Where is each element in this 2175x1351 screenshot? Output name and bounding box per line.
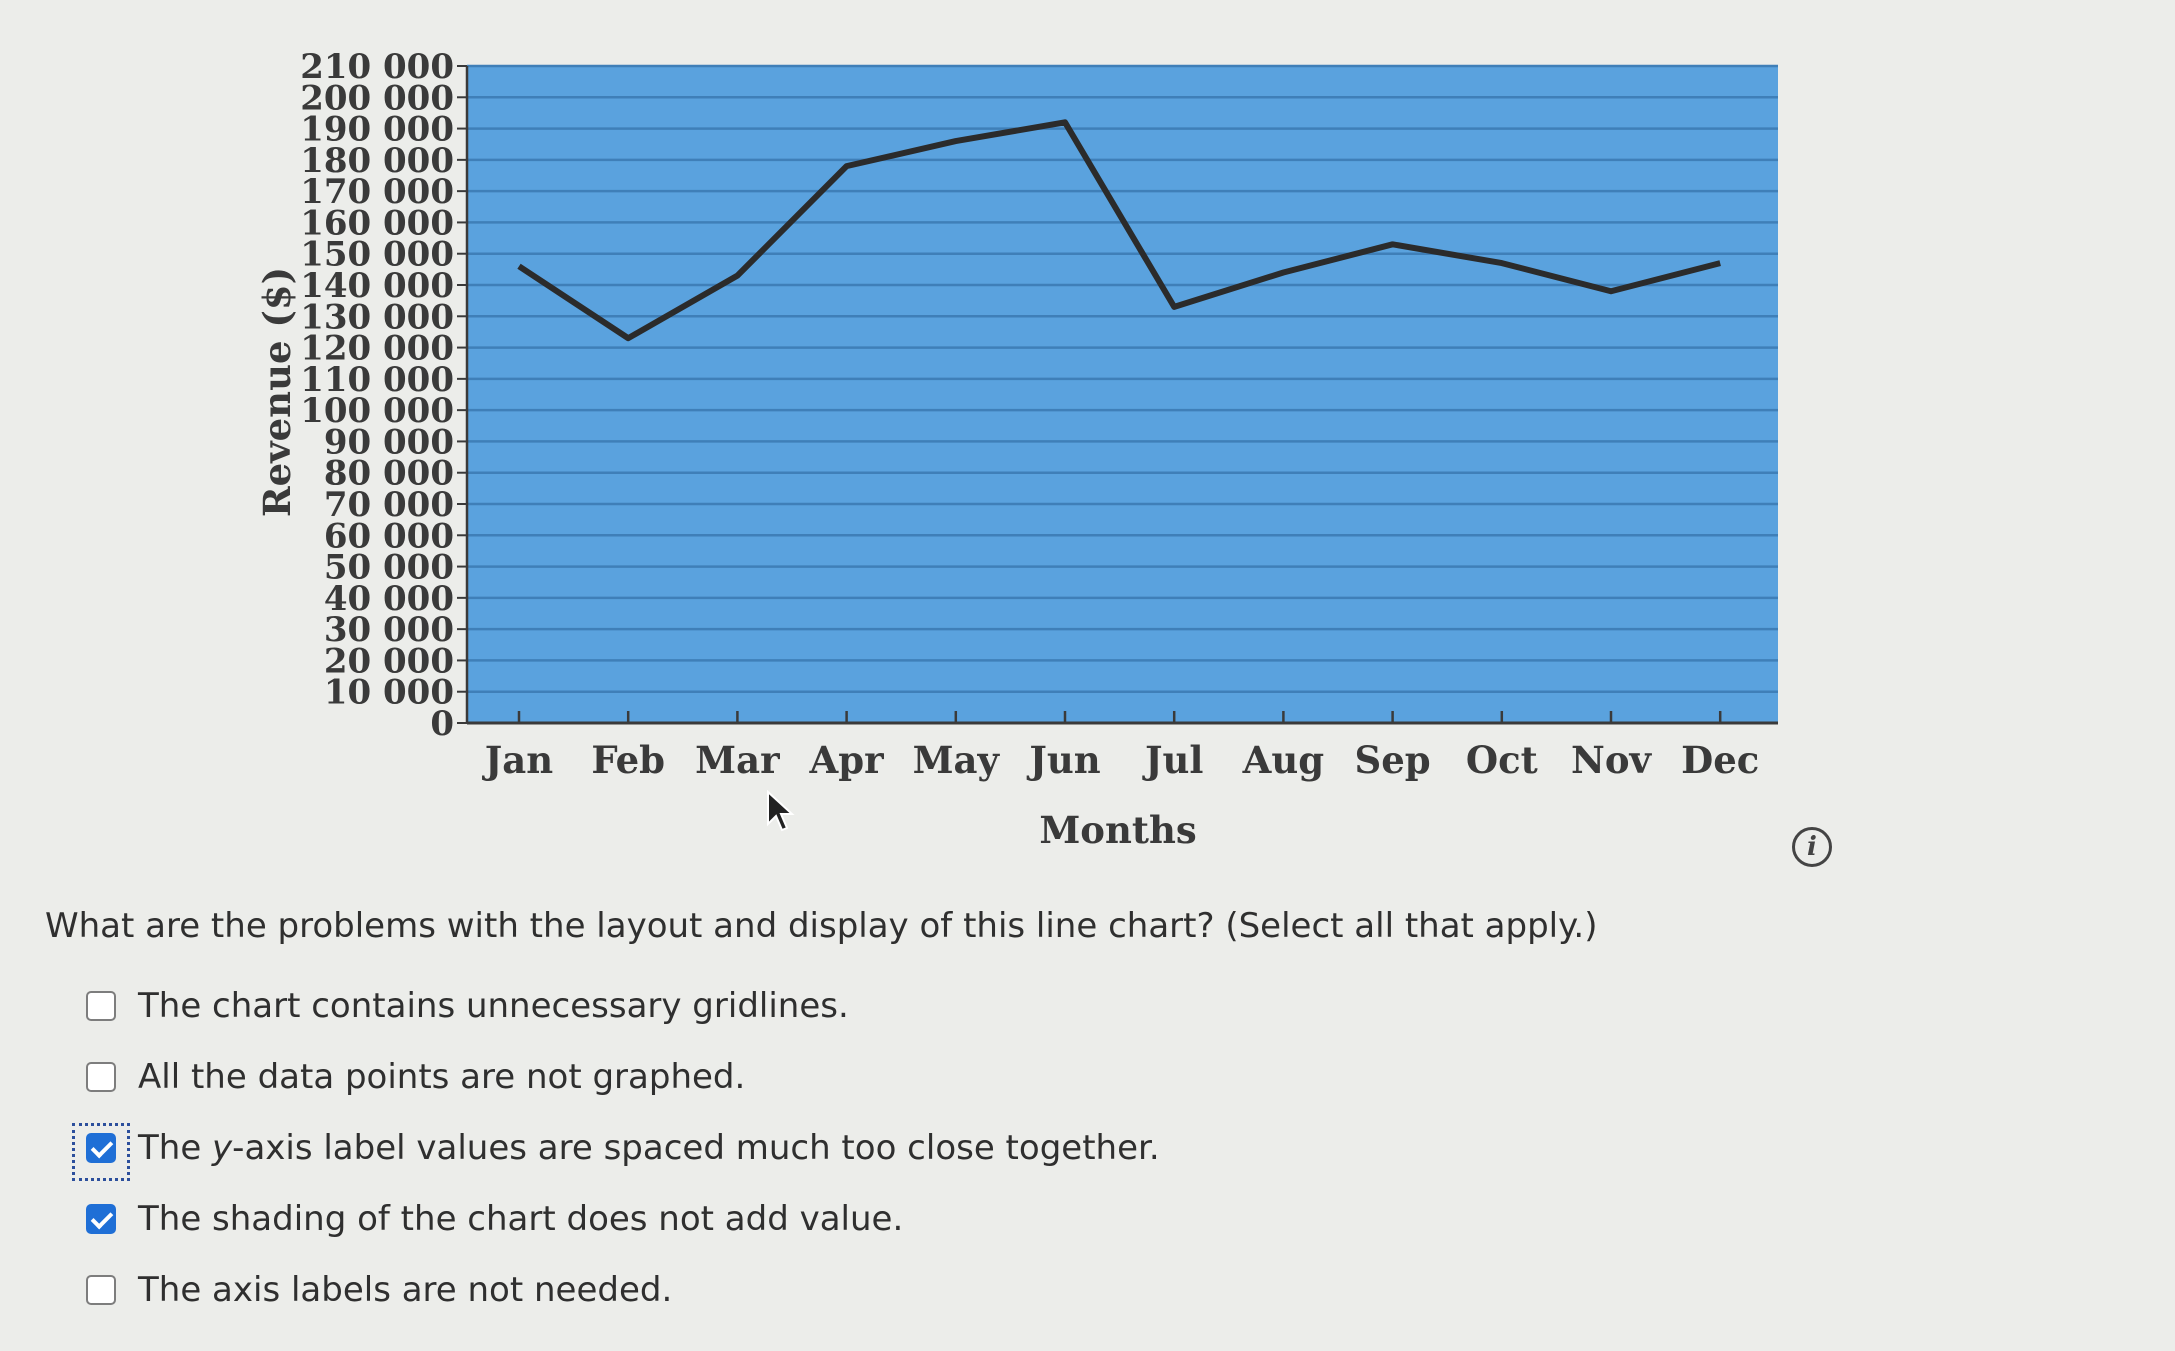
y-tick-label: 150 000 (300, 235, 454, 275)
y-tick-label: 60 000 (324, 516, 454, 556)
focus-ring (72, 1123, 130, 1181)
mouse-cursor-icon (767, 790, 795, 832)
checkbox-checked[interactable] (86, 1132, 116, 1163)
x-tick-label: Dec (1681, 738, 1759, 782)
y-tick-label: 70 000 (324, 485, 454, 525)
checkbox-checked[interactable] (86, 1203, 116, 1234)
info-icon[interactable]: i (1792, 827, 1832, 867)
option-shading-no-value[interactable]: The shading of the chart does not add va… (86, 1183, 1160, 1254)
y-tick-label: 40 000 (324, 579, 454, 619)
x-tick-label: Aug (1242, 738, 1324, 782)
checkbox[interactable] (86, 1061, 116, 1092)
y-tick-label: 30 000 (324, 610, 454, 650)
x-tick-label: Apr (809, 738, 885, 782)
y-tick-label: 170 000 (300, 172, 454, 212)
y-tick-label: 0 (430, 704, 454, 744)
y-tick-label: 130 000 (300, 297, 454, 337)
option-axis-labels-not-needed[interactable]: The axis labels are not needed. (86, 1254, 1160, 1325)
y-tick-label: 50 000 (324, 548, 454, 588)
y-axis-title: Revenue ($) (255, 267, 299, 517)
question-text: What are the problems with the layout an… (45, 906, 1598, 946)
y-tick-label: 120 000 (300, 329, 454, 369)
option-label: The y-axis label values are spaced much … (138, 1127, 1160, 1168)
y-tick-label: 110 000 (300, 360, 454, 400)
checkbox[interactable] (86, 1274, 116, 1305)
answer-options: The chart contains unnecessary gridlines… (72, 970, 1160, 1325)
revenue-series-line (517, 119, 1721, 342)
x-axis-title: Months (1039, 808, 1196, 852)
y-tick-label: 90 000 (324, 422, 454, 462)
option-y-axis-spacing[interactable]: The y-axis label values are spaced much … (72, 1112, 1160, 1183)
x-tick-label: Jul (1142, 738, 1203, 782)
y-tick-label: 10 000 (324, 673, 454, 713)
y-tick-label: 100 000 (300, 391, 454, 431)
y-tick-label: 80 000 (324, 454, 454, 494)
y-tick-label: 190 000 (300, 110, 454, 150)
y-tick-label: 200 000 (300, 78, 454, 118)
italic-y: y (212, 1127, 233, 1168)
option-label: The shading of the chart does not add va… (138, 1198, 904, 1239)
x-tick-label: Jan (482, 738, 553, 782)
x-tick-label: Sep (1355, 738, 1431, 782)
option-label: The axis labels are not needed. (138, 1269, 673, 1310)
x-tick-label: Oct (1466, 738, 1538, 782)
y-tick-label: 180 000 (300, 141, 454, 181)
plot-background (467, 66, 1778, 723)
x-tick-label: Feb (591, 738, 665, 782)
x-tick-label: Nov (1571, 738, 1652, 782)
option-label: All the data points are not graphed. (138, 1056, 746, 1097)
y-tick-label: 140 000 (300, 266, 454, 306)
y-tick-label: 210 000 (300, 47, 454, 87)
y-tick-label: 160 000 (300, 203, 454, 243)
option-unnecessary-gridlines[interactable]: The chart contains unnecessary gridlines… (86, 970, 1160, 1041)
checkbox[interactable] (86, 990, 116, 1021)
x-tick-label: May (913, 738, 1001, 782)
x-tick-label: Jun (1026, 738, 1100, 782)
option-label: The chart contains unnecessary gridlines… (138, 985, 849, 1026)
option-data-points-not-graphed[interactable]: All the data points are not graphed. (86, 1041, 1160, 1112)
y-tick-label: 20 000 (324, 641, 454, 681)
x-tick-label: Mar (695, 738, 780, 782)
